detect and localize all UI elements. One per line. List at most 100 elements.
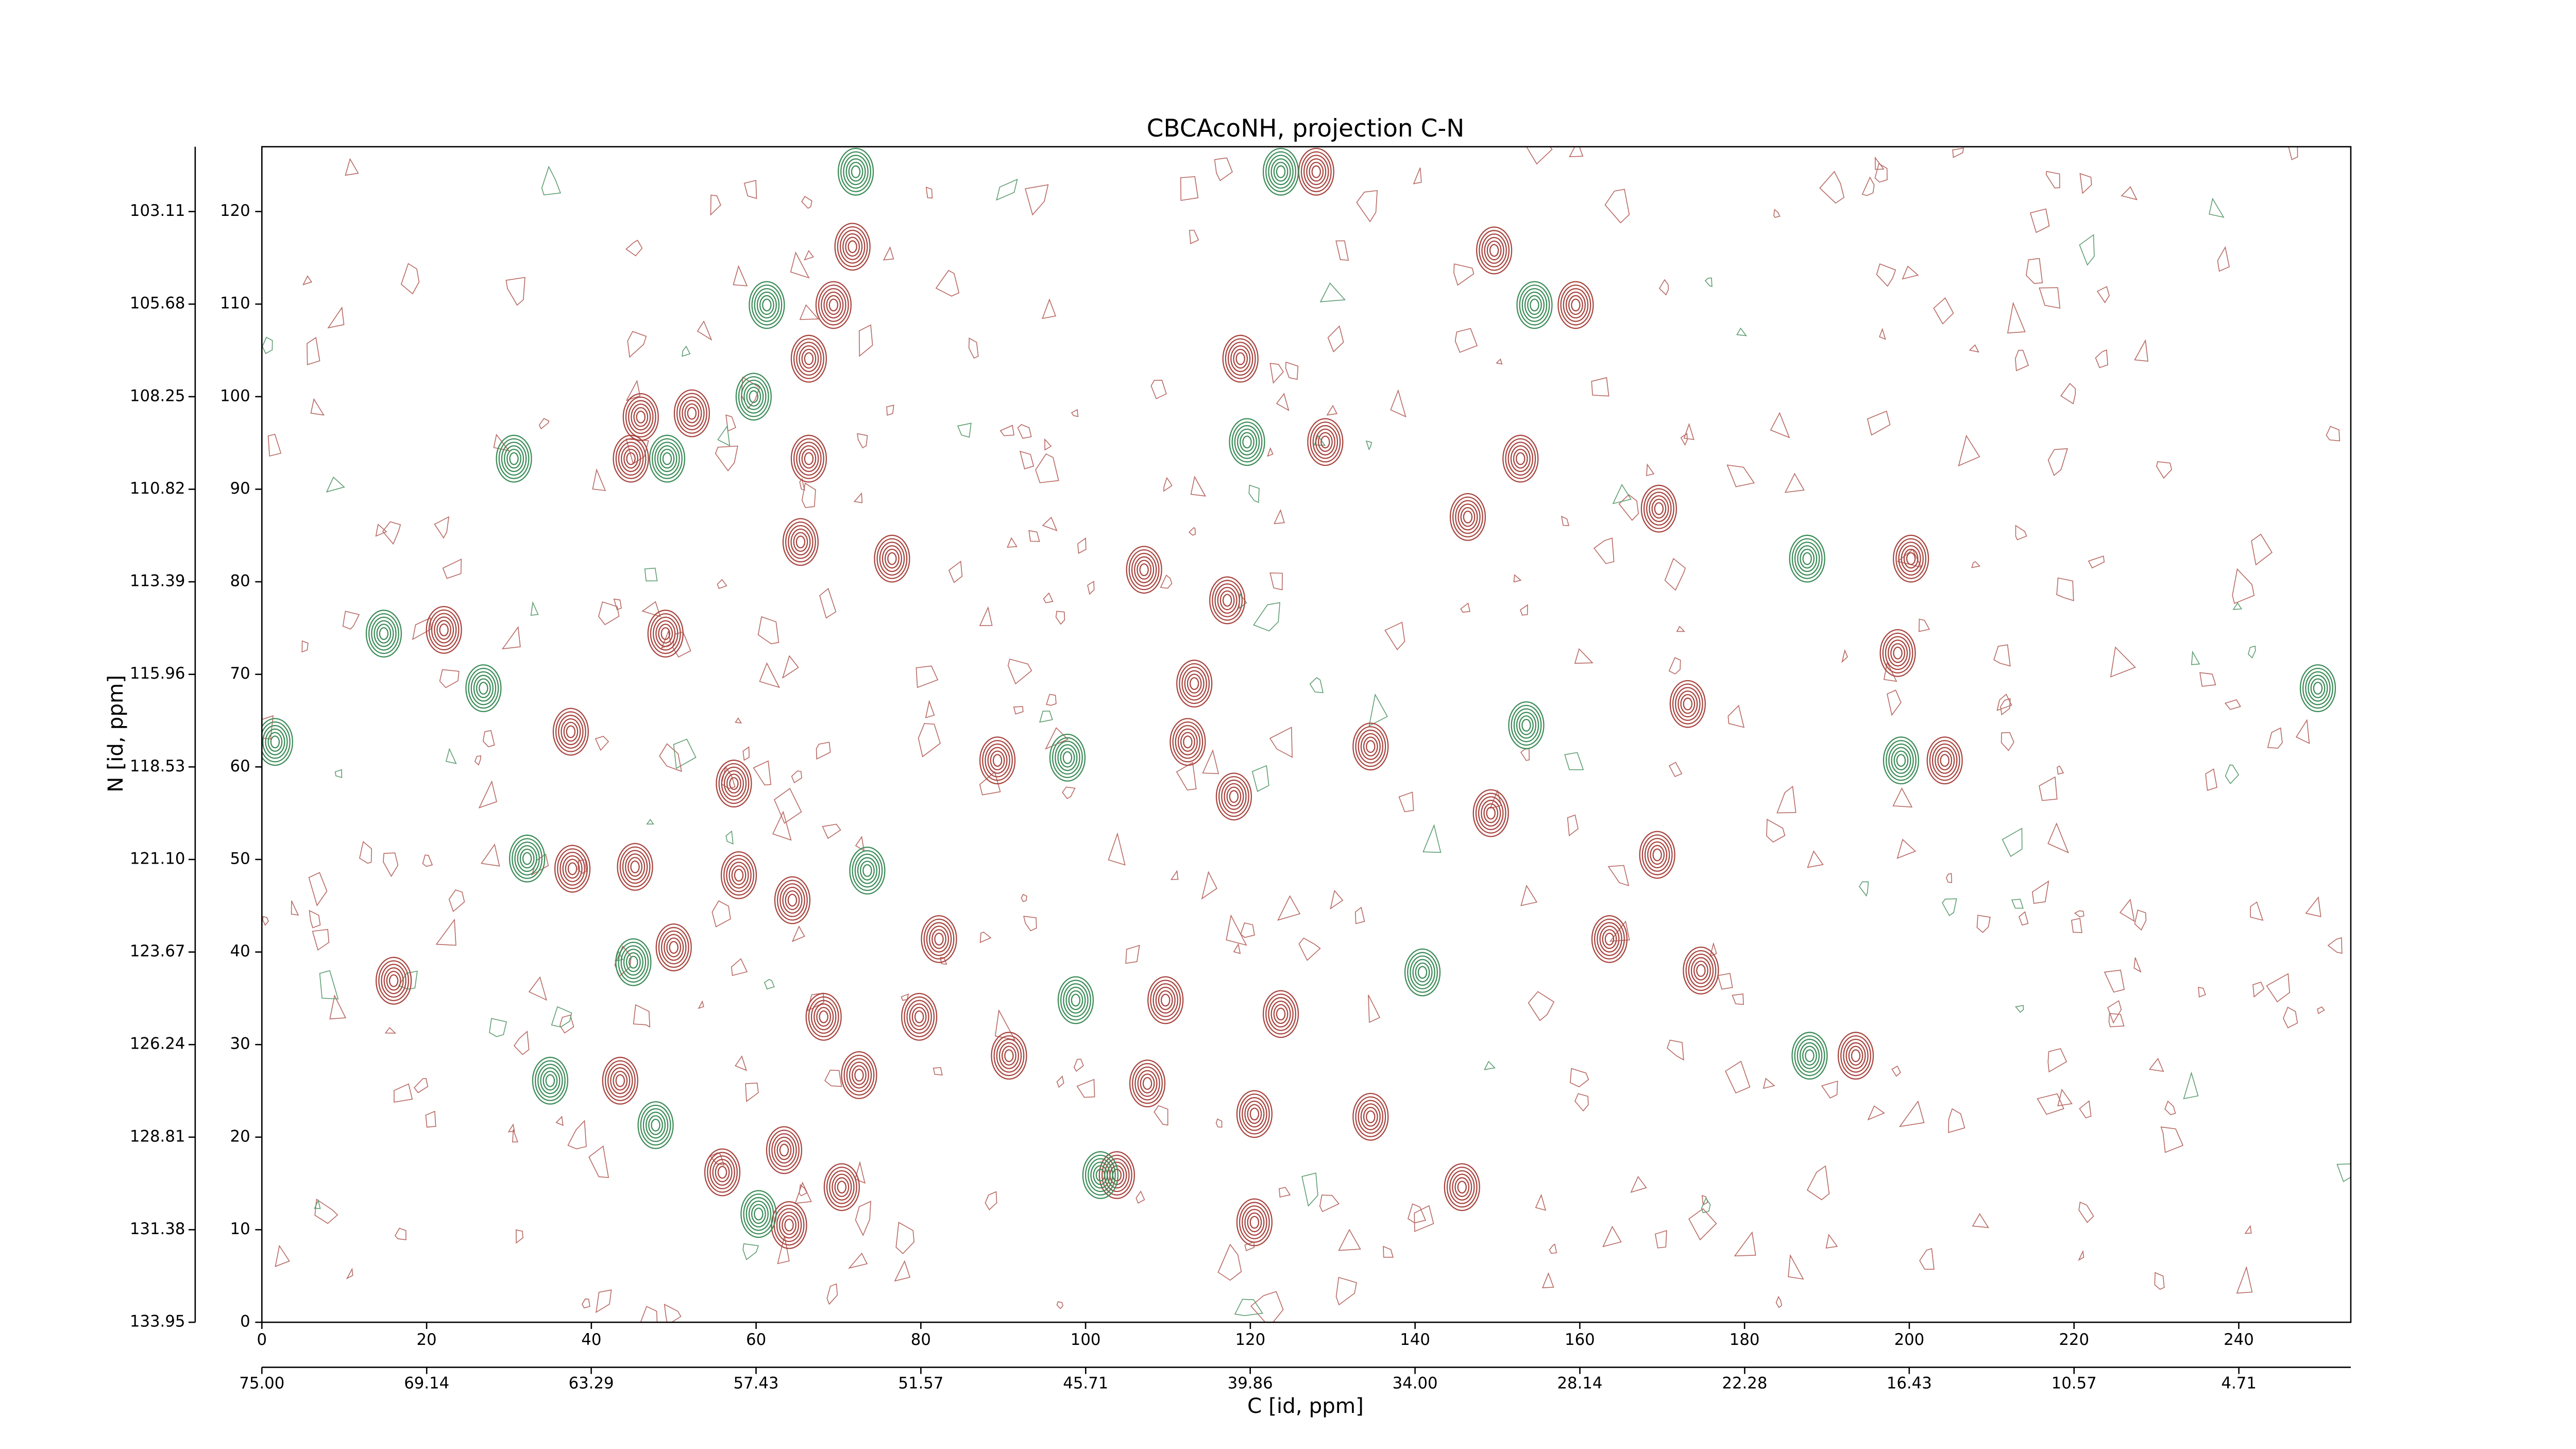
contour-level xyxy=(1262,990,1299,1038)
noise-contour xyxy=(725,830,734,845)
noise-contour xyxy=(1330,889,1344,910)
contour-level xyxy=(642,1108,669,1142)
noise-contour xyxy=(742,746,750,761)
noise-contour xyxy=(262,336,273,355)
peak xyxy=(1837,1032,1874,1080)
contour-level xyxy=(1160,993,1171,1007)
noise-contour xyxy=(1701,1197,1711,1214)
noise-contour xyxy=(1876,263,1896,287)
contour-level xyxy=(1452,1173,1472,1201)
noise-contour xyxy=(625,439,649,465)
peak xyxy=(1352,1092,1389,1141)
noise-contour xyxy=(334,769,343,778)
contour-level xyxy=(749,390,759,403)
contour-level xyxy=(1217,586,1238,614)
x2-tick-label: 34.00 xyxy=(1393,1374,1438,1392)
contour-level xyxy=(1082,1151,1119,1199)
noise-contour xyxy=(2079,173,2092,194)
contour-level xyxy=(726,858,752,892)
contour-level xyxy=(1155,986,1176,1014)
x2-tick-label: 28.14 xyxy=(1557,1374,1603,1392)
contour-level xyxy=(716,760,752,808)
x-tick-label: 100 xyxy=(1071,1330,1101,1349)
noise-contour xyxy=(598,601,620,626)
noise-contour xyxy=(2060,383,2076,405)
contour-level xyxy=(534,1060,566,1101)
noise-contour xyxy=(1042,516,1058,532)
contour-level xyxy=(1229,790,1239,803)
peak xyxy=(1176,660,1213,708)
noise-contour xyxy=(1484,1060,1496,1070)
contour-level xyxy=(501,442,527,476)
contour-level xyxy=(379,627,389,641)
noise-contour xyxy=(1250,1291,1284,1323)
noise-contour xyxy=(1892,787,1913,808)
contour-level xyxy=(1057,744,1078,771)
peak xyxy=(1879,629,1916,677)
contour-level xyxy=(1513,708,1539,743)
contour-level xyxy=(1791,1032,1828,1080)
x2-tick-label: 16.43 xyxy=(1887,1374,1932,1392)
noise-contour xyxy=(1569,1068,1589,1088)
contour-level xyxy=(857,857,878,884)
noise-contour xyxy=(512,1129,518,1143)
noise-contour xyxy=(659,743,682,772)
contour-level xyxy=(773,1204,805,1246)
noise-contour xyxy=(1019,450,1035,469)
noise-contour xyxy=(2164,1100,2176,1116)
y-tick-label: 100 xyxy=(220,386,250,405)
noise-contour xyxy=(1806,1165,1830,1201)
noise-contour xyxy=(1028,530,1040,542)
contour-level xyxy=(754,1207,764,1221)
peak xyxy=(1236,1090,1273,1138)
noise-contour xyxy=(801,196,812,209)
contour-level xyxy=(365,610,402,658)
contour-level xyxy=(751,1204,766,1224)
noise-contour xyxy=(2198,986,2206,998)
contour-level xyxy=(1307,418,1344,466)
contour-level xyxy=(1134,556,1155,583)
peak xyxy=(849,847,886,895)
contour-level xyxy=(1242,1205,1267,1239)
contour-level xyxy=(1249,1216,1260,1229)
contour-level xyxy=(745,1197,772,1231)
contour-level xyxy=(1455,500,1481,534)
contour-level xyxy=(561,718,581,746)
contour-level xyxy=(823,1163,860,1211)
x-tick-label: 240 xyxy=(2224,1330,2254,1349)
noise-contour xyxy=(717,425,731,447)
noise-contour xyxy=(1251,765,1269,792)
contour-level xyxy=(1240,432,1255,452)
noise-contour xyxy=(2154,1272,2165,1290)
x-axis-label: C [id, ppm] xyxy=(1247,1393,1364,1418)
noise-contour xyxy=(301,640,309,653)
noise-contour xyxy=(1267,447,1274,457)
noise-contour xyxy=(1704,277,1713,288)
x-tick-label: 120 xyxy=(1235,1330,1266,1349)
noise-contour xyxy=(1717,973,1733,990)
contour-level xyxy=(804,452,814,465)
contour-level xyxy=(673,389,710,437)
contour-level xyxy=(1181,666,1207,701)
noise-contour xyxy=(901,993,909,1001)
noise-contour xyxy=(1214,157,1233,181)
noise-contour xyxy=(327,306,345,329)
y-tick-label: 40 xyxy=(230,942,250,961)
contour-level xyxy=(1519,284,1550,326)
noise-contour xyxy=(2119,898,2135,922)
contour-level xyxy=(842,233,863,260)
peak xyxy=(735,373,772,421)
noise-contour xyxy=(1858,881,1869,897)
noise-contour xyxy=(2079,234,2095,266)
x-tick-label: 40 xyxy=(581,1330,601,1349)
noise-contour xyxy=(1055,611,1065,625)
contour-level xyxy=(552,707,589,756)
noise-contour xyxy=(1945,873,1953,883)
contour-level xyxy=(1481,800,1501,827)
noise-contour xyxy=(2015,525,2027,541)
contour-level xyxy=(1363,736,1378,757)
noise-contour xyxy=(2029,208,2050,233)
noise-contour xyxy=(482,730,495,748)
peak xyxy=(766,1126,803,1174)
contour-level xyxy=(1460,507,1476,527)
